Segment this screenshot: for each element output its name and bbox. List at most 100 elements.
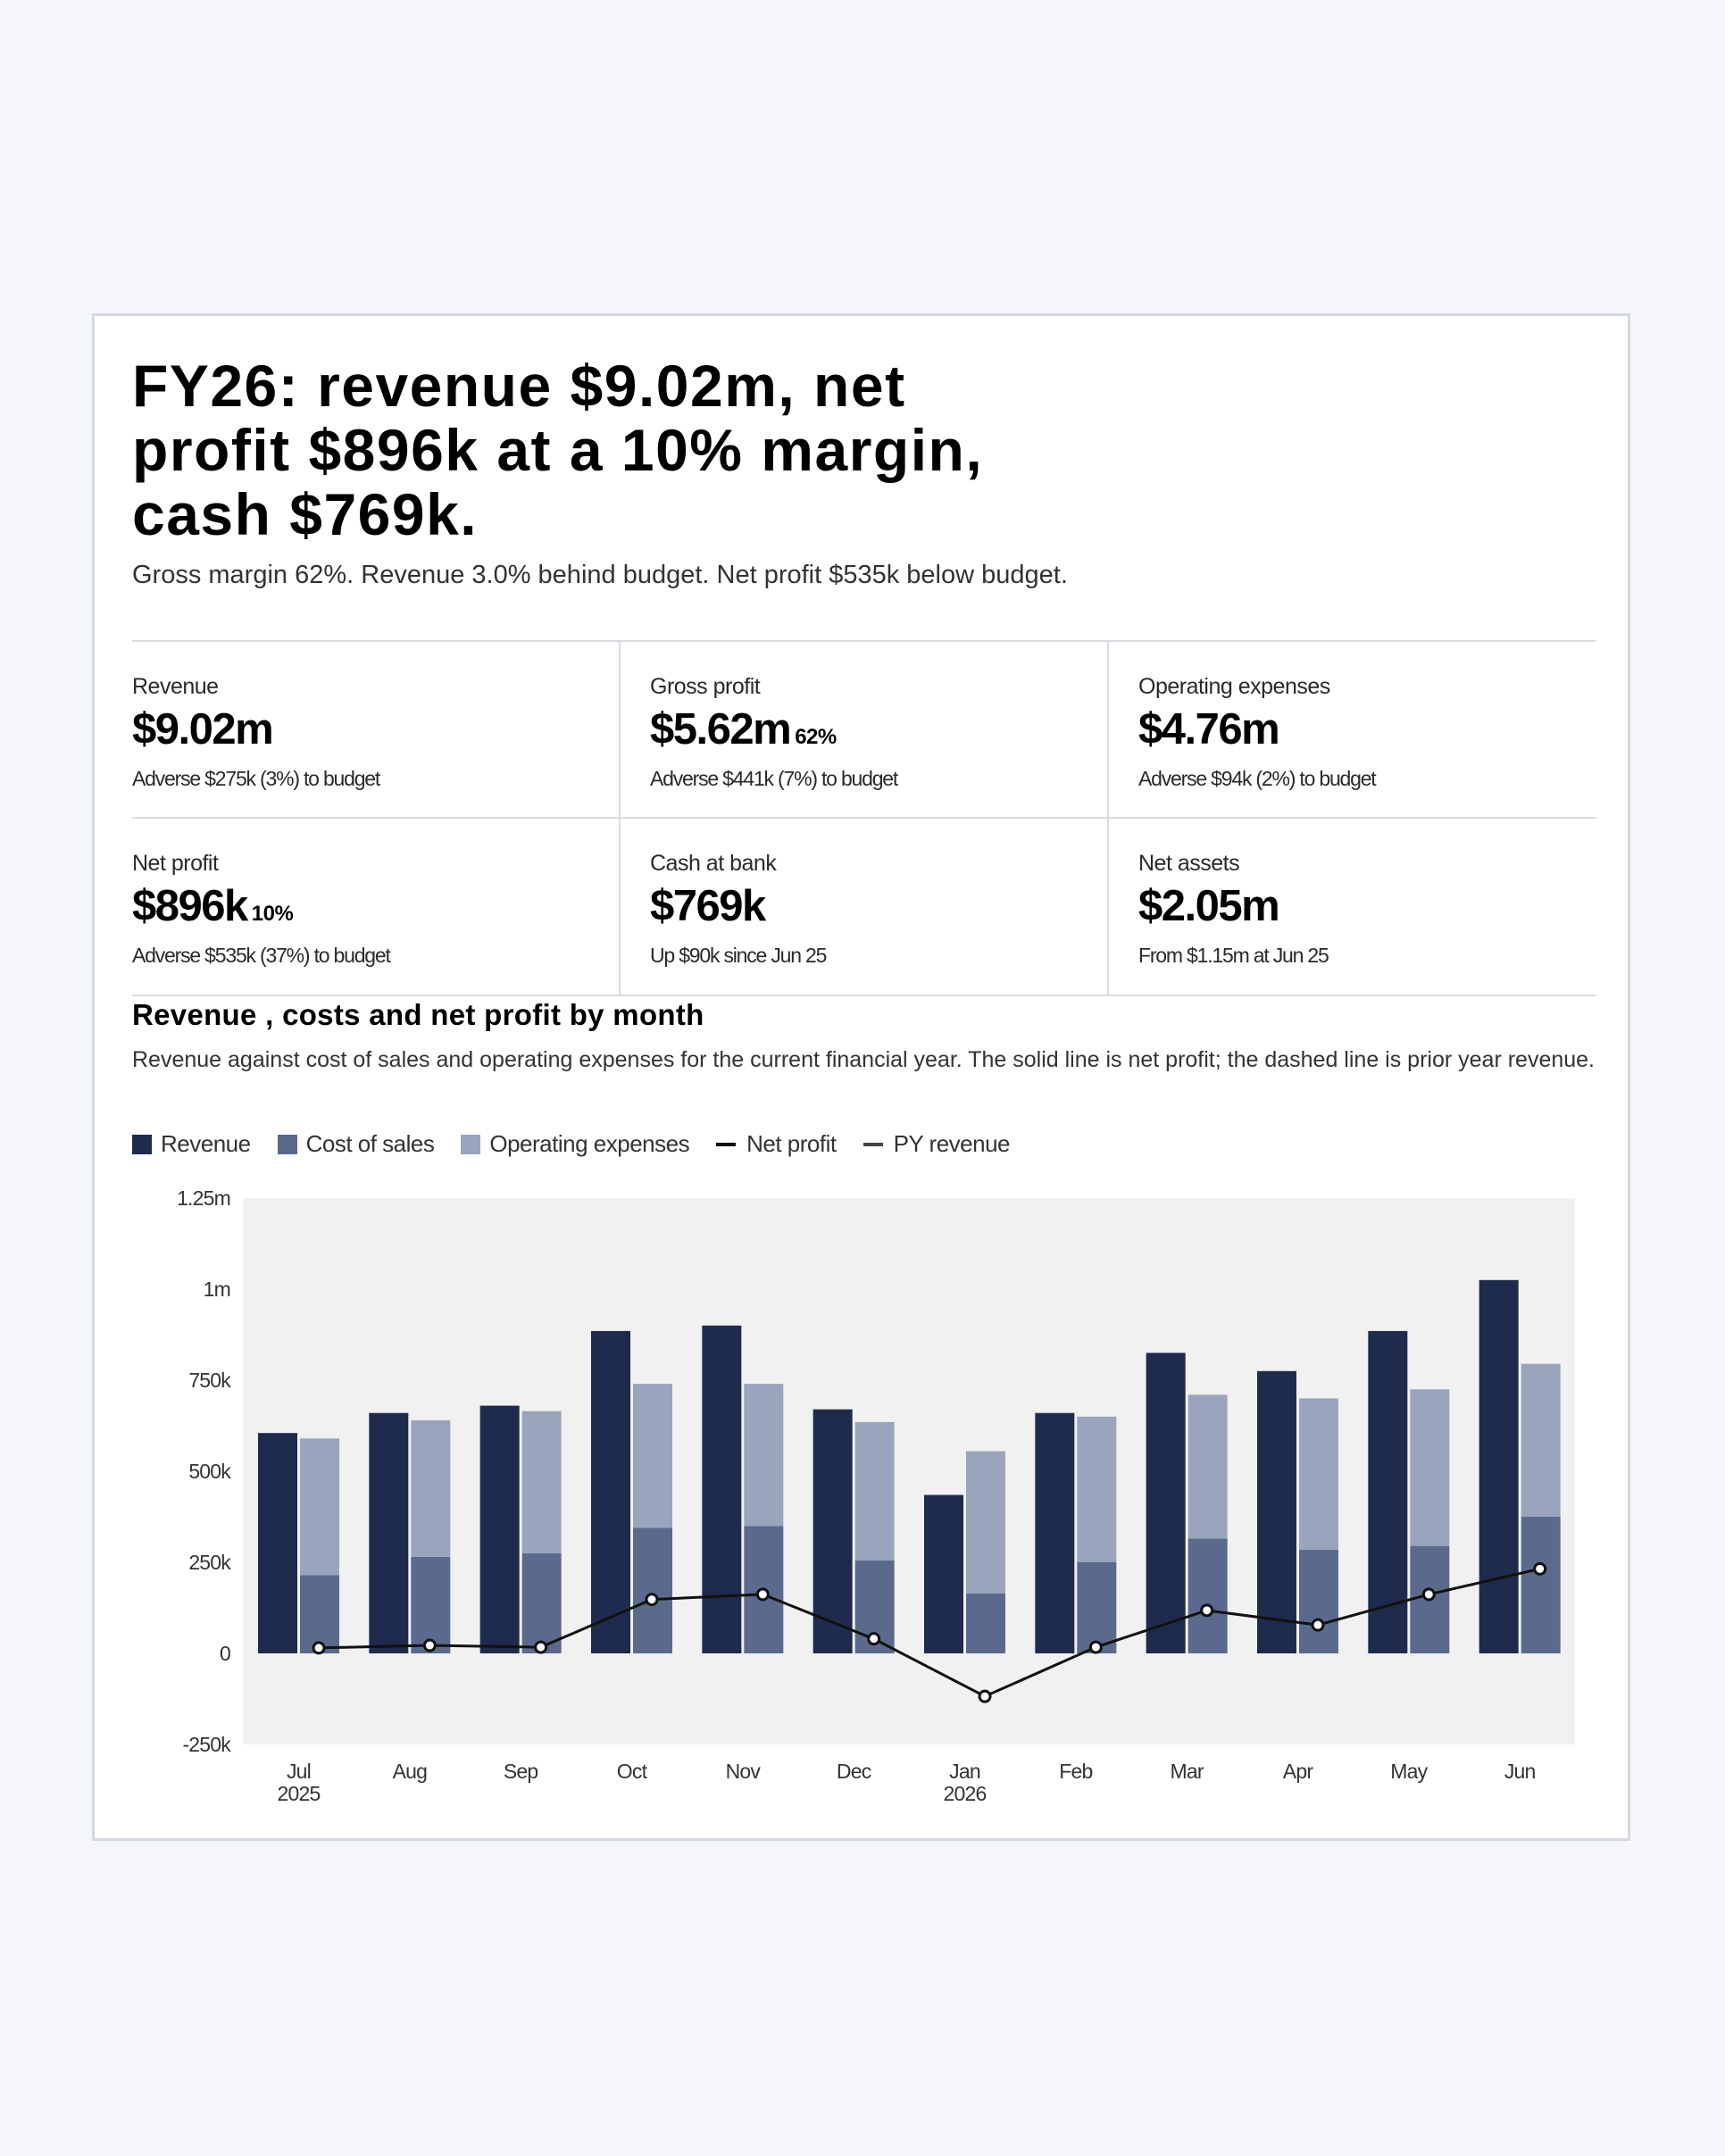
bar-revenue <box>702 1325 742 1653</box>
chart-title: Revenue , costs and net profit by month <box>132 998 704 1031</box>
net-profit-line <box>318 1567 1541 1698</box>
kpi-value-text: $5.62m <box>650 705 792 753</box>
net-profit-point <box>534 1640 548 1654</box>
bar-cost-of-sales <box>1077 1562 1117 1653</box>
legend-swatch-revenue <box>132 1134 152 1154</box>
bar-revenue <box>1035 1412 1075 1653</box>
subhead: Gross margin 62%. Revenue 3.0% behind bu… <box>132 561 1068 589</box>
bar-cost-of-sales <box>300 1575 339 1653</box>
bar-operating-expenses <box>744 1384 784 1527</box>
x-tick-label: Jun <box>1504 1760 1536 1783</box>
x-tick-label: Sep <box>504 1760 538 1783</box>
kpi-net-profit: Net profit $896k 10% Adverse $535k (37%) … <box>132 819 621 996</box>
bar-operating-expenses <box>300 1438 339 1576</box>
kpi-value-text: $2.05m <box>1138 882 1280 930</box>
legend-label: Operating expenses <box>489 1130 690 1157</box>
bar-revenue <box>1257 1370 1296 1653</box>
bar-revenue <box>1479 1279 1519 1653</box>
y-tick-label: 1.25m <box>177 1186 230 1210</box>
legend-swatch-cost-of-sales <box>277 1134 297 1154</box>
kpi-note: Adverse $441k (7%) to budget <box>650 767 898 790</box>
net-profit-point <box>1311 1618 1325 1632</box>
headline: FY26: revenue $9.02m, net profit $896k a… <box>132 353 984 547</box>
kpi-note: Adverse $535k (37%) to budget <box>132 944 391 967</box>
kpi-value: $5.62m 62% <box>650 704 837 754</box>
x-tick-label: Feb <box>1059 1760 1092 1783</box>
x-tick-label: Jan <box>949 1760 980 1783</box>
kpi-cash-at-bank: Cash at bank $769k Up $90k since Jun 25 <box>621 819 1109 996</box>
net-profit-point <box>422 1638 437 1652</box>
y-tick-label: 500k <box>188 1460 231 1483</box>
x-tick-label: Oct <box>617 1760 648 1783</box>
net-profit-point <box>312 1641 326 1655</box>
y-tick-label: 0 <box>220 1642 230 1665</box>
bar-operating-expenses <box>854 1421 895 1561</box>
y-tick-label: 250k <box>188 1551 231 1574</box>
bar-revenue <box>258 1433 297 1653</box>
kpi-label: Cash at bank <box>650 851 777 876</box>
legend-item-py-revenue: PY revenue <box>862 1130 1011 1158</box>
net-profit-point <box>1421 1587 1436 1602</box>
bar-operating-expenses <box>966 1451 1005 1594</box>
kpi-value-text: $896k <box>132 882 248 930</box>
kpi-note: From $1.15m at Jun 25 <box>1138 944 1329 967</box>
kpi-note: Adverse $94k (2%) to budget <box>1138 767 1377 790</box>
kpi-label: Net assets <box>1138 851 1240 876</box>
legend-item-cost-of-sales: Cost of sales <box>277 1130 435 1158</box>
bar-cost-of-sales <box>1299 1549 1338 1653</box>
bar-revenue <box>369 1412 409 1653</box>
kpi-value-text: $9.02m <box>132 705 274 753</box>
report-card: FY26: revenue $9.02m, net profit $896k a… <box>92 313 1630 1841</box>
bar-revenue <box>479 1405 520 1653</box>
bar-revenue <box>1146 1353 1186 1653</box>
bar-revenue <box>591 1330 630 1653</box>
kpi-gross-profit: Gross profit $5.62m 62% Adverse $441k (7%… <box>621 642 1109 819</box>
bar-operating-expenses <box>521 1411 562 1553</box>
legend-item-revenue: Revenue <box>132 1130 251 1158</box>
legend-label: PY revenue <box>893 1130 1011 1157</box>
chart-legend: Revenue Cost of sales Operating expenses… <box>132 1130 1037 1158</box>
y-tick-label: 750k <box>188 1369 231 1392</box>
legend-swatch-net-profit <box>716 1142 737 1146</box>
bar-operating-expenses <box>1188 1394 1228 1539</box>
net-profit-point <box>867 1632 881 1646</box>
bar-cost-of-sales <box>1188 1538 1228 1653</box>
plot-area <box>243 1198 1575 1744</box>
kpi-label: Operating expenses <box>1138 674 1330 699</box>
legend-label: Net profit <box>746 1130 837 1157</box>
bar-operating-expenses <box>633 1384 672 1528</box>
kpi-label: Revenue <box>132 674 219 699</box>
x-tick-label: Aug <box>393 1760 428 1783</box>
kpi-net-assets: Net assets $2.05m From $1.15m at Jun 25 <box>1109 819 1596 996</box>
y-tick-label: 1m <box>204 1278 230 1301</box>
x-tick-label: May <box>1390 1760 1428 1783</box>
x-tick-year: 2026 <box>944 1782 987 1805</box>
kpi-grid: Revenue $9.02m Adverse $275k (3%) to bud… <box>132 640 1596 996</box>
bar-cost-of-sales <box>966 1593 1005 1653</box>
bar-revenue <box>812 1409 853 1653</box>
kpi-label: Net profit <box>132 851 219 876</box>
bar-operating-expenses <box>1077 1416 1117 1562</box>
kpi-value: $896k 10% <box>132 881 294 931</box>
kpi-value: $9.02m <box>132 704 274 754</box>
kpi-value: $4.76m <box>1138 704 1280 754</box>
kpi-note: Adverse $275k (3%) to budget <box>132 767 380 790</box>
chart-subtitle: Revenue against cost of sales and operat… <box>132 1047 1596 1072</box>
x-tick-label: Apr <box>1283 1760 1314 1783</box>
kpi-pct: 62% <box>795 725 837 749</box>
net-profit-point <box>755 1587 770 1602</box>
x-tick-label: Mar <box>1171 1760 1204 1783</box>
kpi-label: Gross profit <box>650 674 761 699</box>
legend-item-operating-expenses: Operating expenses <box>461 1130 690 1158</box>
bar-revenue <box>1368 1330 1408 1653</box>
kpi-value: $2.05m <box>1138 881 1280 931</box>
legend-label: Revenue <box>161 1130 251 1157</box>
net-profit-point <box>1533 1561 1547 1576</box>
bar-cost-of-sales <box>633 1528 672 1653</box>
net-profit-point <box>1200 1603 1214 1618</box>
bar-operating-expenses <box>1521 1363 1561 1517</box>
kpi-operating-expenses: Operating expenses $4.76m Adverse $94k (… <box>1109 642 1596 819</box>
kpi-revenue: Revenue $9.02m Adverse $275k (3%) to bud… <box>132 642 621 819</box>
net-profit-point <box>1088 1640 1103 1654</box>
legend-item-net-profit: Net profit <box>716 1130 837 1158</box>
